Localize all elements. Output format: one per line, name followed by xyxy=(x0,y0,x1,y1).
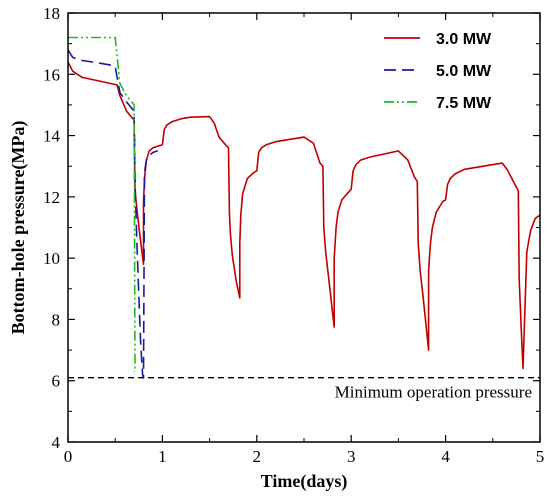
series-layer xyxy=(68,36,540,379)
y-tick-label: 8 xyxy=(52,310,61,329)
minimum-pressure-label: Minimum operation pressure xyxy=(335,383,532,402)
y-tick-label: 4 xyxy=(52,433,61,452)
legend: 3.0 MW 5.0 MW 7.5 MW xyxy=(384,31,492,112)
legend-label-3: 7.5 MW xyxy=(436,95,492,112)
x-tick-label: 3 xyxy=(347,447,356,466)
legend-label-2: 5.0 MW xyxy=(436,63,492,80)
legend-label-1: 3.0 MW xyxy=(436,31,492,48)
x-tick-label: 1 xyxy=(158,447,167,466)
x-tick-label: 5 xyxy=(536,447,545,466)
y-tick-label: 10 xyxy=(43,249,60,268)
y-tick-label: 14 xyxy=(43,127,61,146)
y-axis-title: Bottom-hole pressure(MPa) xyxy=(8,121,29,335)
y-tick-label: 6 xyxy=(52,372,61,391)
reference-line-layer: Minimum operation pressure xyxy=(68,376,540,402)
y-tick-label: 18 xyxy=(43,4,60,23)
y-tick-label: 16 xyxy=(43,65,60,84)
x-tick-label: 4 xyxy=(441,447,450,466)
x-axis-title: Time(days) xyxy=(261,471,348,492)
x-tick-label: 0 xyxy=(64,447,73,466)
series-line-2 xyxy=(68,49,158,379)
y-tick-label: 12 xyxy=(43,188,60,207)
x-tick-label: 2 xyxy=(253,447,262,466)
series-line-3 xyxy=(68,36,136,373)
